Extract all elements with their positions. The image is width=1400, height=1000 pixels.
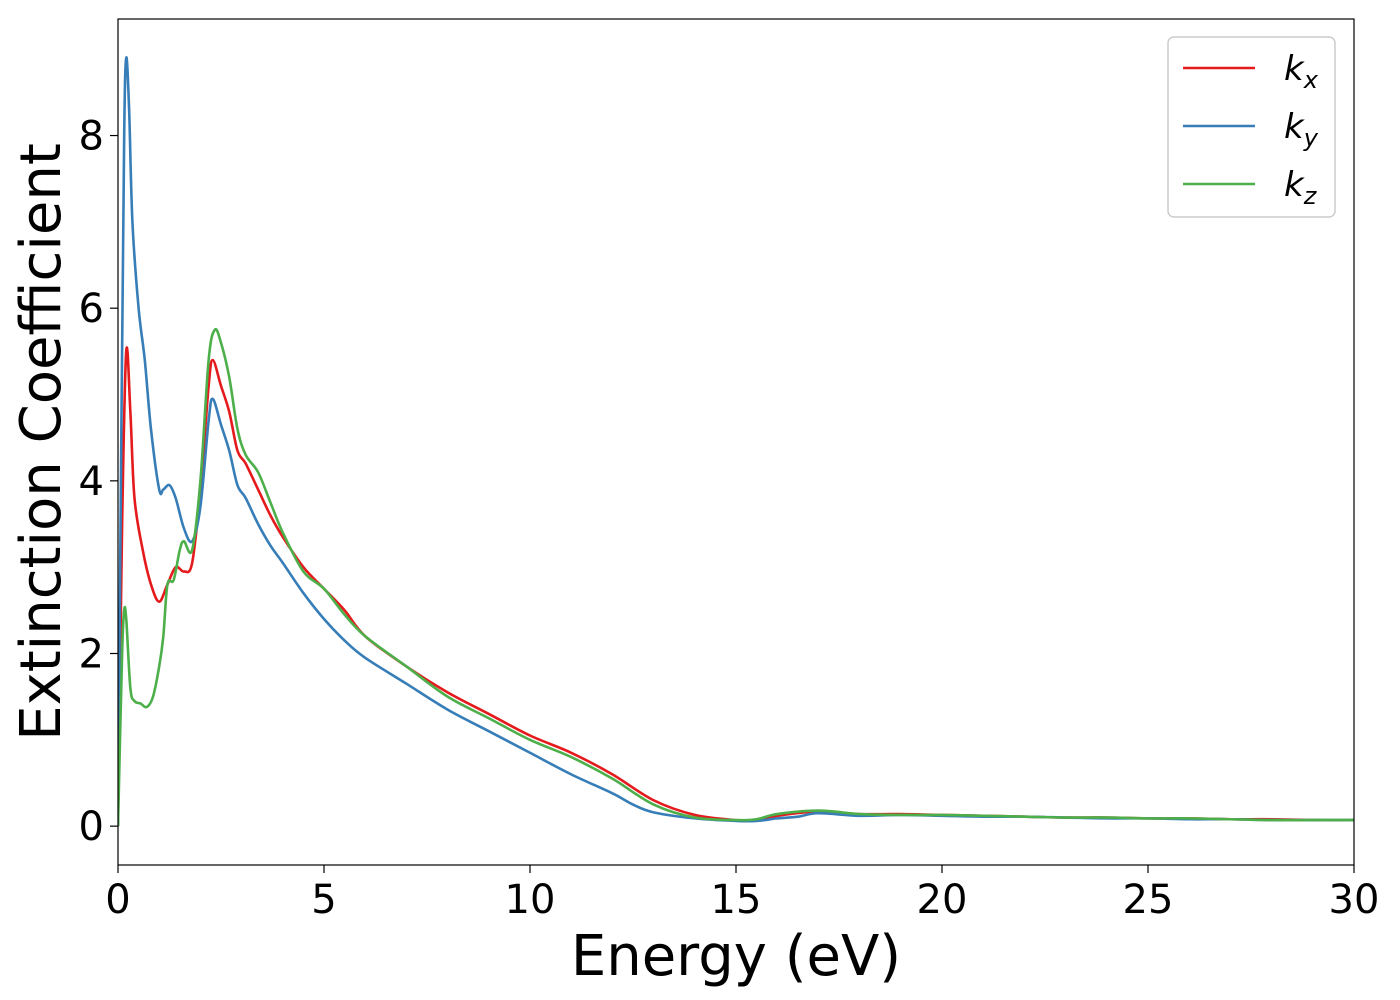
- legend-label-z: kz: [1284, 165, 1318, 210]
- x-tick-label: 25: [1123, 877, 1174, 923]
- x-tick-label: 0: [105, 877, 130, 923]
- legend-label-x: kx: [1284, 49, 1319, 94]
- x-axis-title: Energy (eV): [571, 924, 901, 989]
- y-axis-title: Extinction Coefficient: [9, 143, 74, 741]
- y-tick-label: 6: [79, 286, 104, 332]
- series-line-x: [118, 346, 1354, 827]
- x-tick-label: 20: [917, 877, 968, 923]
- series-layer: [118, 56, 1354, 827]
- x-tick-label: 10: [505, 877, 556, 923]
- y-axis-ticks: 0 2 4 6 8: [79, 114, 118, 850]
- y-tick-label: 8: [79, 114, 104, 160]
- legend: kx ky kz: [1167, 36, 1336, 218]
- y-tick-label: 4: [79, 459, 104, 505]
- y-tick-label: 0: [79, 804, 104, 850]
- series-line-z: [118, 327, 1354, 827]
- legend-label-y: ky: [1284, 107, 1319, 152]
- x-tick-label: 5: [311, 877, 336, 923]
- y-tick-label: 2: [79, 632, 104, 678]
- x-axis-ticks: 0 5 10 15 20 25 30: [105, 865, 1379, 923]
- x-tick-label: 30: [1329, 877, 1380, 923]
- x-tick-label: 15: [711, 877, 762, 923]
